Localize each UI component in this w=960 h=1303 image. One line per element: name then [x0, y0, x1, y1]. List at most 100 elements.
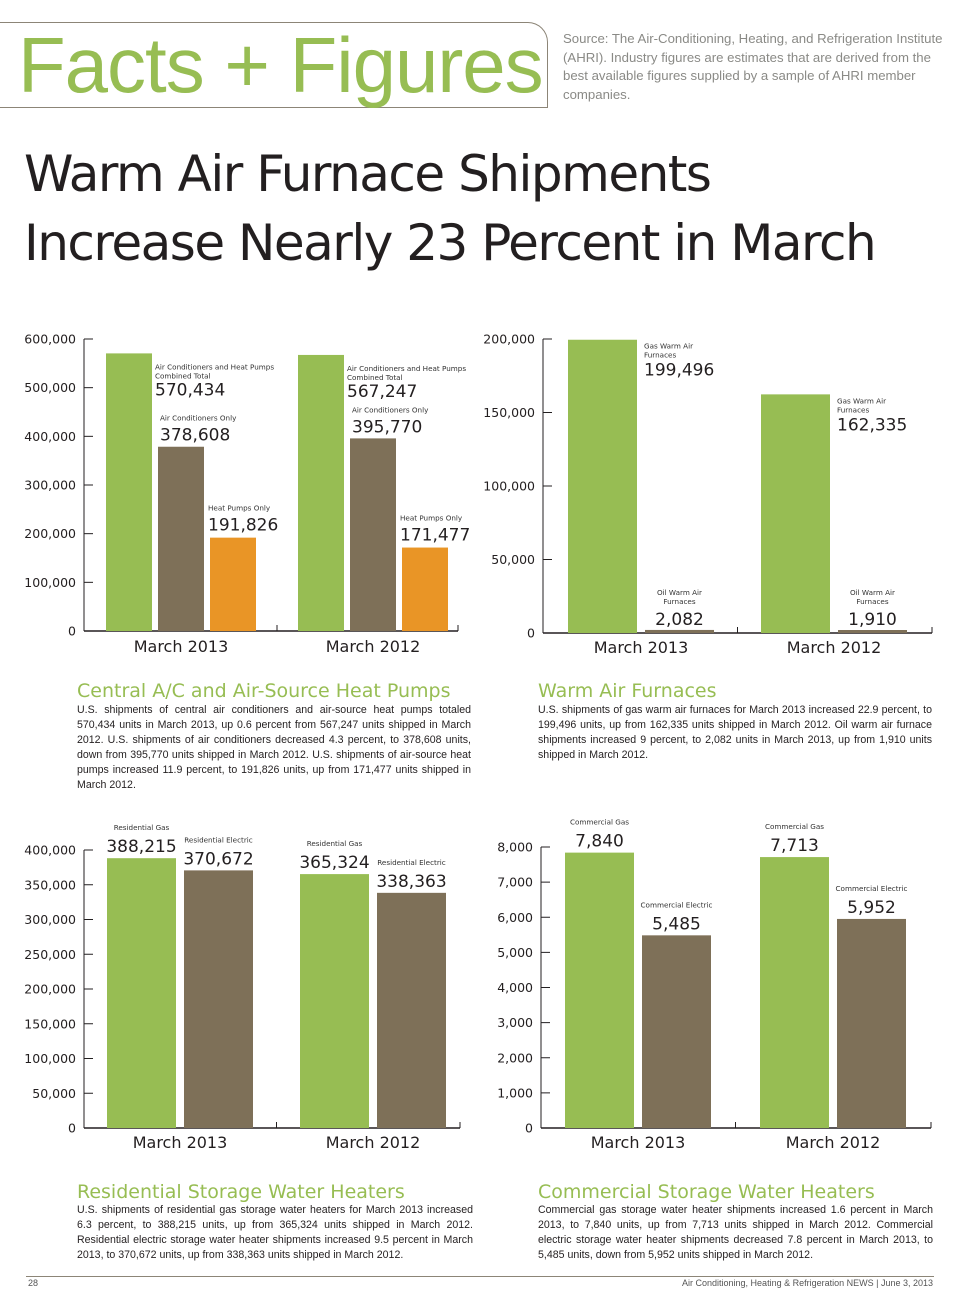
chart-warm-air-furnaces-svg: 0 50,000 100,000 150,000 200,000 Gas Warm Air…: [483, 332, 933, 657]
y-tick-label: 200,000: [24, 982, 76, 997]
bar-series-label: Gas Warm Air: [837, 396, 886, 405]
bar-series-label: Commercial Gas: [570, 818, 629, 827]
bar: [210, 537, 256, 631]
bar-series-label: Air Conditioners Only: [160, 414, 237, 423]
section-title-warm-air-furnaces: Warm Air Furnaces: [538, 680, 717, 702]
chart-commercial-water-heaters-svg: 0 1,000 2,000 3,000 4,000 5,000 6,000 7,000 8,00…: [497, 818, 932, 1152]
chart-central-ac: 0 100,000 200,000 300,000 400,000 500,000 600,…: [20, 325, 470, 665]
bar: [837, 918, 906, 1128]
y-tick-label: 150,000: [24, 1016, 76, 1031]
chart-residential-water-heaters: 0 50,000 100,000 150,000 200,000 250,000 300,0…: [20, 815, 461, 1160]
bar-series-label: Furnaces: [663, 597, 695, 606]
bar-series-label: Oil Warm Air: [850, 588, 895, 597]
bar-value-label: 7,713: [770, 836, 819, 856]
y-tick-label: 0: [68, 1121, 76, 1136]
bar-series-label: Combined Total: [347, 373, 403, 382]
bar: [761, 394, 830, 633]
bar-value-label: 567,247: [347, 382, 417, 402]
bar: [158, 446, 204, 631]
bar-value-label: 2,082: [655, 610, 704, 630]
bar-series-label: Heat Pumps Only: [208, 504, 271, 513]
bar-value-label: 388,215: [106, 837, 176, 857]
y-tick-label: 0: [525, 1121, 533, 1136]
y-tick-label: 5,000: [497, 945, 533, 960]
y-tick-label: 300,000: [24, 912, 76, 927]
section-body-commercial-water-heaters: Commercial gas storage water heater ship…: [538, 1204, 933, 1261]
bar-value-label: 171,477: [400, 526, 470, 546]
bar-value-label: 5,485: [652, 914, 701, 934]
masthead-frame: [0, 22, 548, 108]
bar-value-label: 370,672: [183, 849, 253, 869]
x-category-label: March 2012: [787, 638, 882, 657]
bar-series-label: Furnaces: [837, 405, 869, 414]
bar-series-label: Furnaces: [644, 351, 676, 360]
bar-series-label: Commercial Gas: [765, 822, 824, 831]
bar-series-label: Commercial Electric: [836, 884, 908, 893]
bar: [300, 874, 369, 1128]
bar-series-label: Gas Warm Air: [644, 342, 693, 351]
headline-line-2: Increase Nearly 23 Percent in March: [24, 214, 877, 272]
bar-series-label: Air Conditioners Only: [352, 405, 429, 414]
section-body-central-ac: U.S. shipments of central air conditione…: [77, 704, 471, 791]
bar-value-label: 199,496: [644, 361, 714, 381]
y-tick-label: 50,000: [32, 1086, 76, 1101]
bar-value-label: 5,952: [847, 898, 896, 918]
x-category-label: March 2012: [326, 1133, 421, 1152]
y-tick-label: 400,000: [24, 843, 76, 858]
bar: [838, 630, 907, 633]
bar-value-label: 7,840: [575, 832, 624, 852]
bar: [760, 857, 829, 1128]
bar: [645, 629, 714, 633]
bar-value-label: 162,335: [837, 415, 907, 435]
bar: [184, 870, 253, 1128]
bar-value-label: 395,770: [352, 417, 422, 437]
bar: [565, 852, 634, 1128]
y-tick-label: 8,000: [497, 840, 533, 855]
chart-residential-water-heaters-svg: 0 50,000 100,000 150,000 200,000 250,000 300,0…: [24, 823, 461, 1152]
section-body-residential-water-heaters: U.S. shipments of residential gas storag…: [77, 1204, 473, 1261]
bar: [106, 353, 152, 631]
chart-warm-air-furnaces: 0 50,000 100,000 150,000 200,000 Gas Warm Air…: [483, 325, 938, 665]
headline-line-1: Warm Air Furnace Shipments: [24, 145, 712, 203]
page-headline: Warm Air Furnace Shipments Increase Near…: [24, 140, 877, 278]
x-category-label: March 2012: [786, 1133, 881, 1152]
bar: [642, 935, 711, 1128]
y-tick-label: 0: [527, 626, 535, 641]
bar-value-label: 365,324: [299, 853, 369, 873]
y-tick-label: 3,000: [497, 1015, 533, 1030]
section-title-central-ac: Central A/C and Air-Source Heat Pumps: [77, 680, 451, 702]
y-tick-label: 0: [68, 624, 76, 639]
x-category-label: March 2013: [591, 1133, 686, 1152]
x-category-label: March 2013: [594, 638, 689, 657]
bar-series-label: Furnaces: [856, 597, 888, 606]
y-tick-label: 4,000: [497, 980, 533, 995]
brand-title: Facts + Figures: [18, 21, 544, 109]
publication-credit: Air Conditioning, Heating & Refrigeratio…: [682, 1278, 933, 1288]
bar: [350, 438, 396, 631]
y-tick-label: 600,000: [24, 332, 76, 347]
section-title-commercial-water-heaters: Commercial Storage Water Heaters: [538, 1181, 875, 1203]
y-tick-label: 50,000: [491, 552, 535, 567]
section-title-residential-water-heaters: Residential Storage Water Heaters: [77, 1181, 405, 1203]
bar: [377, 892, 446, 1128]
source-note: Source: The Air-Conditioning, Heating, a…: [563, 31, 943, 102]
chart-central-ac-svg: 0 100,000 200,000 300,000 400,000 500,000 600,…: [24, 332, 470, 657]
bar: [402, 547, 448, 631]
bar-series-label: Residential Gas: [307, 839, 363, 848]
bar-series-label: Oil Warm Air: [657, 588, 702, 597]
y-tick-label: 6,000: [497, 910, 533, 925]
bar-series-label: Commercial Electric: [641, 900, 713, 909]
x-category-label: March 2012: [326, 637, 421, 656]
bar-series-label: Residential Gas: [114, 823, 170, 832]
bar: [298, 354, 344, 631]
bar-series-label: Combined Total: [155, 371, 211, 380]
y-tick-label: 7,000: [497, 875, 533, 890]
chart-commercial-water-heaters: 0 1,000 2,000 3,000 4,000 5,000 6,000 7,000 8,00…: [488, 815, 938, 1160]
y-tick-label: 150,000: [483, 405, 535, 420]
bar: [107, 858, 176, 1128]
bar-value-label: 378,608: [160, 426, 230, 446]
page-number: 28: [28, 1278, 39, 1288]
bar-series-label: Air Conditioners and Heat Pumps: [347, 364, 466, 373]
bar-value-label: 338,363: [376, 872, 446, 892]
y-tick-label: 100,000: [24, 575, 76, 590]
